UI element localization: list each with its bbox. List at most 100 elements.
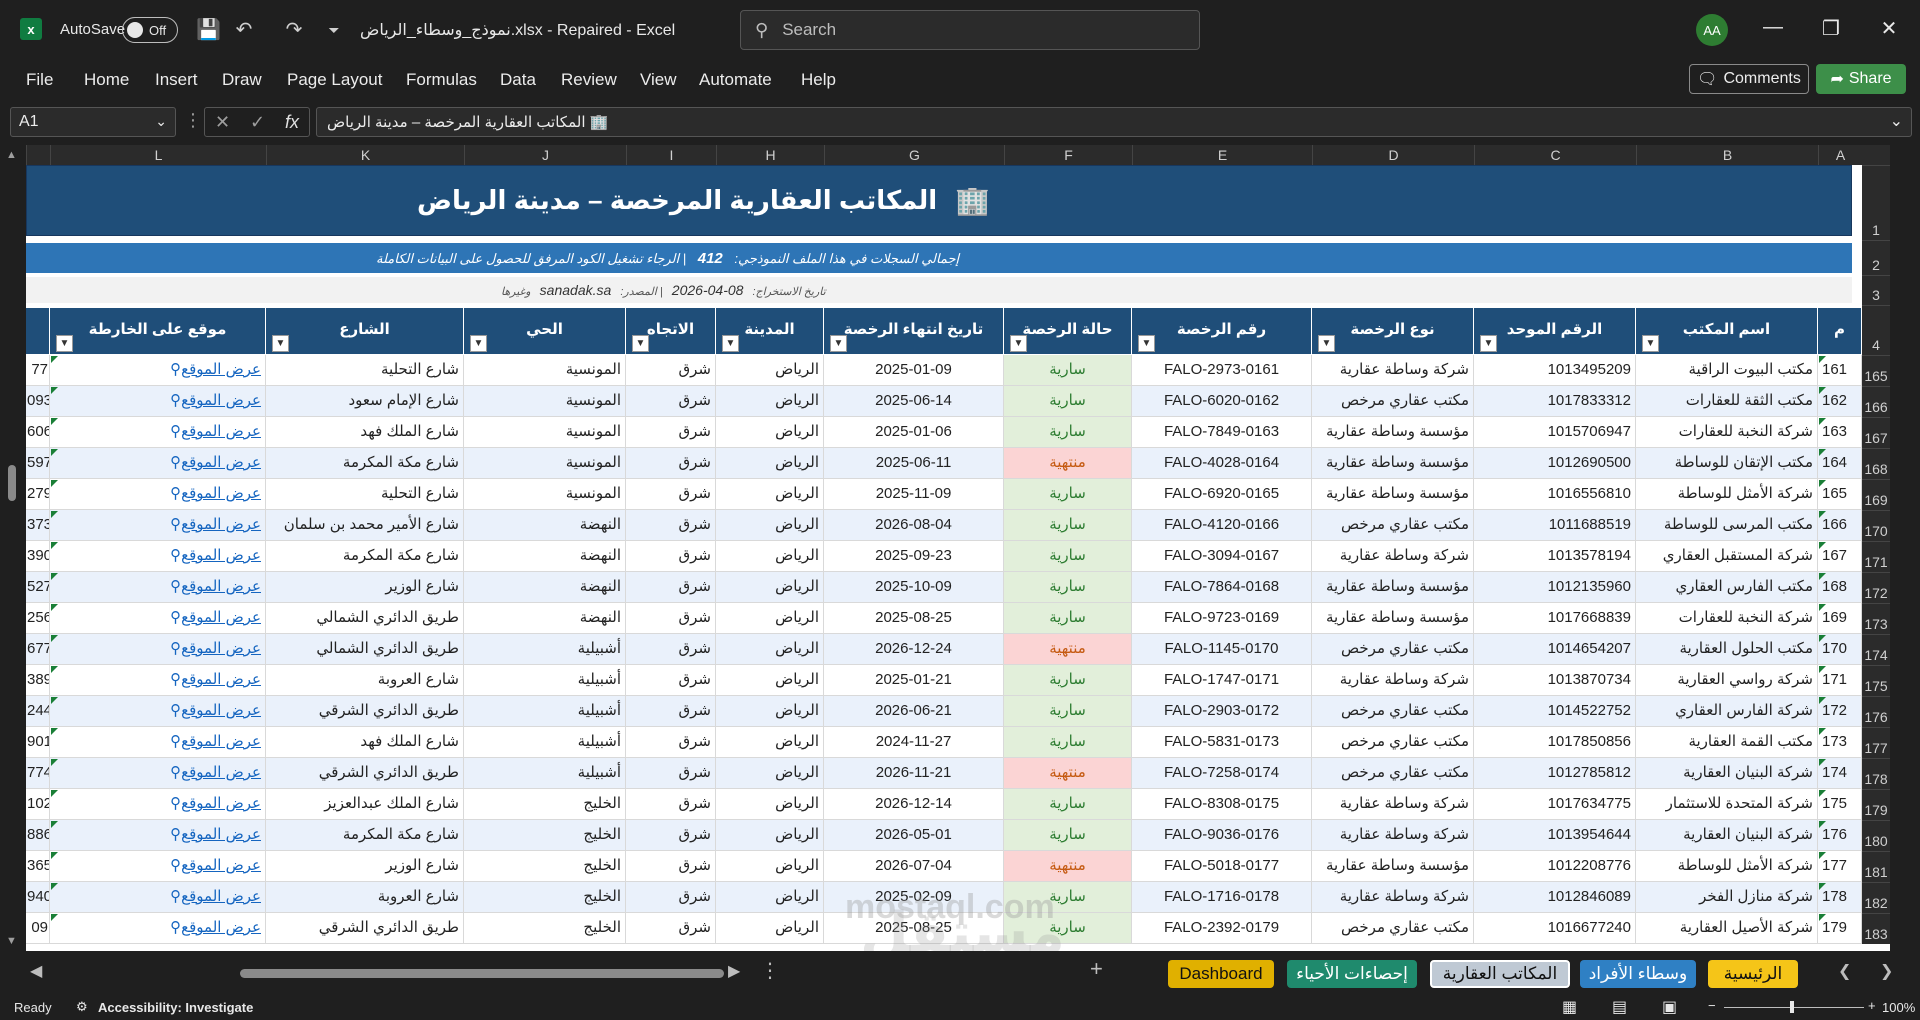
table-cell-partial[interactable]: 390 <box>26 541 50 572</box>
row-header[interactable]: 177 <box>1862 727 1890 758</box>
table-cell-uid[interactable]: 1017833312 <box>1474 386 1636 417</box>
table-cell-city[interactable]: الرياض <box>716 820 824 851</box>
table-cell-partial[interactable]: 774 <box>26 758 50 789</box>
table-cell-street[interactable]: شارع العروبة <box>266 882 464 913</box>
table-cell-uid[interactable]: 1015706947 <box>1474 417 1636 448</box>
table-cell-n[interactable]: 174 <box>1818 758 1862 789</box>
enter-icon[interactable]: ✓ <box>249 111 266 132</box>
table-cell-exp[interactable]: 2025-08-25 <box>824 603 1004 634</box>
table-cell-dist[interactable]: المونسية <box>464 417 626 448</box>
page-layout-view-icon[interactable]: ▤ <box>1612 999 1628 1016</box>
table-cell-uid[interactable]: 1012785812 <box>1474 758 1636 789</box>
view-location-link[interactable]: عرض الموقع <box>181 764 261 781</box>
table-cell-type[interactable]: مؤسسة وساطة عقارية <box>1312 572 1474 603</box>
row-header[interactable]: 170 <box>1862 510 1890 541</box>
table-cell-lic[interactable]: FALO-6920-0165 <box>1132 479 1312 510</box>
table-cell-name[interactable]: شركة منازل الفخر <box>1636 882 1818 913</box>
table-cell-dir[interactable]: شرق <box>626 603 716 634</box>
table-cell-lic[interactable]: FALO-3094-0167 <box>1132 541 1312 572</box>
status-cell[interactable]: سارية <box>1004 820 1132 851</box>
table-cell-city[interactable]: الرياض <box>716 510 824 541</box>
map-link-cell[interactable]: عرض الموقع⚲ <box>50 386 266 417</box>
table-cell-street[interactable]: شارع التحلية <box>266 479 464 510</box>
sheet-tab-4[interactable]: إحصاءات الأحياء <box>1287 960 1417 988</box>
table-cell-dir[interactable]: شرق <box>626 541 716 572</box>
table-cell-street[interactable]: شارع الملك فهد <box>266 417 464 448</box>
table-cell-n[interactable]: 163 <box>1818 417 1862 448</box>
table-cell-street[interactable]: شارع الإمام سعود <box>266 386 464 417</box>
name-box[interactable]: A1 ⌄ <box>10 107 176 137</box>
table-cell-city[interactable]: الرياض <box>716 789 824 820</box>
table-cell-n[interactable]: 161 <box>1818 355 1862 386</box>
view-location-link[interactable]: عرض الموقع <box>181 423 261 440</box>
table-cell-name[interactable]: مكتب الحلول العقارية <box>1636 634 1818 665</box>
table-cell-name[interactable]: شركة رواسي العقارية <box>1636 665 1818 696</box>
view-location-link[interactable]: عرض الموقع <box>181 857 261 874</box>
row-header[interactable]: 179 <box>1862 789 1890 820</box>
table-cell-dist[interactable]: المونسية <box>464 355 626 386</box>
row-header[interactable]: 175 <box>1862 665 1890 696</box>
table-cell-partial[interactable]: 373 <box>26 510 50 541</box>
scroll-down-icon[interactable]: ▼ <box>6 935 17 947</box>
filter-dropdown-icon[interactable]: ▼ <box>1010 335 1027 352</box>
accessibility-status[interactable]: Accessibility: Investigate <box>98 1000 254 1015</box>
view-location-link[interactable]: عرض الموقع <box>181 640 261 657</box>
table-cell-dist[interactable]: الخليج <box>464 789 626 820</box>
status-cell[interactable]: منتهية <box>1004 851 1132 882</box>
map-link-cell[interactable]: عرض الموقع⚲ <box>50 510 266 541</box>
table-cell-partial[interactable]: 677 <box>26 634 50 665</box>
table-cell-city[interactable]: الرياض <box>716 665 824 696</box>
records-summary-banner[interactable]: إجمالي السجلات في هذا الملف النموذجي: 41… <box>26 243 1852 273</box>
table-cell-dir[interactable]: شرق <box>626 572 716 603</box>
table-cell-street[interactable]: شارع مكة المكرمة <box>266 541 464 572</box>
table-cell-type[interactable]: شركة وساطة عقارية <box>1312 665 1474 696</box>
map-link-cell[interactable]: عرض الموقع⚲ <box>50 913 266 944</box>
view-location-link[interactable]: عرض الموقع <box>181 609 261 626</box>
row-header[interactable]: 3 <box>1862 275 1890 305</box>
table-cell-exp[interactable]: 2025-01-09 <box>824 355 1004 386</box>
table-cell-street[interactable]: طريق الدائري الشرقي <box>266 758 464 789</box>
table-cell-dist[interactable]: النهضة <box>464 510 626 541</box>
table-cell-street[interactable]: شارع مكة المكرمة <box>266 448 464 479</box>
table-cell-uid[interactable]: 1013870734 <box>1474 665 1636 696</box>
table-header-g[interactable]: تاريخ انتهاء الرخصة ▼ <box>824 308 1004 354</box>
table-cell-name[interactable]: شركة البنيان العقارية <box>1636 758 1818 789</box>
map-link-cell[interactable]: عرض الموقع⚲ <box>50 541 266 572</box>
view-location-link[interactable]: عرض الموقع <box>181 919 261 936</box>
table-cell-dir[interactable]: شرق <box>626 727 716 758</box>
table-cell-dist[interactable]: أشبيلية <box>464 758 626 789</box>
table-cell-lic[interactable]: FALO-6020-0162 <box>1132 386 1312 417</box>
map-link-cell[interactable]: عرض الموقع⚲ <box>50 603 266 634</box>
status-cell[interactable]: سارية <box>1004 510 1132 541</box>
table-cell-type[interactable]: شركة وساطة عقارية <box>1312 882 1474 913</box>
table-cell-uid[interactable]: 1013495209 <box>1474 355 1636 386</box>
table-cell-name[interactable]: شركة المستقبل العقاري <box>1636 541 1818 572</box>
filter-dropdown-icon[interactable]: ▼ <box>56 335 73 352</box>
map-link-cell[interactable]: عرض الموقع⚲ <box>50 572 266 603</box>
view-location-link[interactable]: عرض الموقع <box>181 578 261 595</box>
table-cell-exp[interactable]: 2025-02-09 <box>824 882 1004 913</box>
table-header-c[interactable]: الرقم الموحد ▼ <box>1474 308 1636 354</box>
table-cell-partial[interactable]: 09 <box>26 913 50 944</box>
table-cell-lic[interactable]: FALO-8308-0175 <box>1132 789 1312 820</box>
column-header-a[interactable]: A <box>1818 145 1862 165</box>
table-cell-type[interactable]: شركة وساطة عقارية <box>1312 541 1474 572</box>
view-location-link[interactable]: عرض الموقع <box>181 392 261 409</box>
table-cell-name[interactable]: شركة المتحدة للاستثمار <box>1636 789 1818 820</box>
table-header-f[interactable]: حالة الرخصة ▼ <box>1004 308 1132 354</box>
save-icon[interactable]: 💾 <box>196 19 221 41</box>
map-link-cell[interactable]: عرض الموقع⚲ <box>50 789 266 820</box>
scroll-thumb[interactable] <box>8 465 16 501</box>
table-cell-uid[interactable]: 1013954644 <box>1474 820 1636 851</box>
table-cell-lic[interactable]: FALO-7849-0163 <box>1132 417 1312 448</box>
table-cell-dir[interactable]: شرق <box>626 510 716 541</box>
column-header-f[interactable]: F <box>1004 145 1132 165</box>
close-icon[interactable]: ✕ <box>1880 18 1898 40</box>
scroll-left-icon[interactable]: ◀ <box>30 963 43 980</box>
row-header[interactable]: 166 <box>1862 386 1890 417</box>
table-cell-name[interactable]: مكتب المرسى للوساطة <box>1636 510 1818 541</box>
table-cell-dist[interactable]: المونسية <box>464 386 626 417</box>
table-cell-partial[interactable]: 389 <box>26 665 50 696</box>
table-cell-dir[interactable]: شرق <box>626 789 716 820</box>
